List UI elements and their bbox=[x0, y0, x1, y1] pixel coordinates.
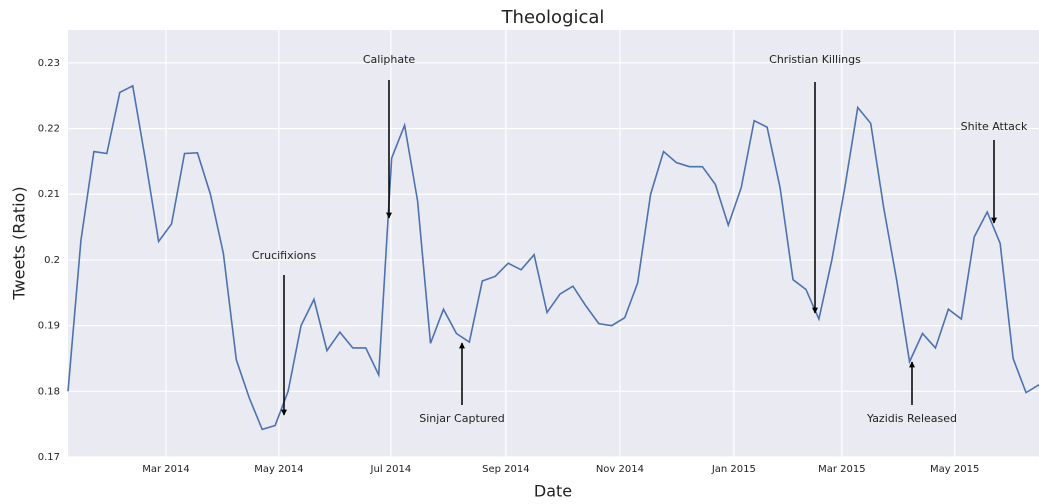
x-tick-label: May 2014 bbox=[254, 464, 303, 475]
y-tick-label: 0.22 bbox=[38, 124, 60, 135]
x-tick-label: Jul 2014 bbox=[370, 464, 412, 475]
x-tick-label: Jan 2015 bbox=[711, 464, 756, 475]
annotation: Yazidis Released bbox=[866, 412, 957, 425]
y-tick-label: 0.2 bbox=[44, 255, 60, 266]
y-tick-label: 0.21 bbox=[38, 189, 60, 200]
x-tick-label: Mar 2014 bbox=[142, 464, 190, 475]
data-line bbox=[67, 84, 1039, 431]
annotation: Sinjar Captured bbox=[419, 412, 505, 425]
annotation: Shite Attack bbox=[961, 120, 1028, 133]
annotation: Crucifixions bbox=[252, 249, 316, 262]
x-tick-label: May 2015 bbox=[930, 464, 979, 475]
x-tick-label: Mar 2015 bbox=[818, 464, 866, 475]
y-tick-label: 0.18 bbox=[38, 386, 60, 397]
y-tick-label: 0.23 bbox=[38, 58, 60, 69]
y-axis-label: Tweets (Ratio) bbox=[10, 186, 29, 300]
annotation: Christian Killings bbox=[769, 53, 861, 66]
x-tick-label: Nov 2014 bbox=[596, 464, 644, 475]
y-tick-label: 0.17 bbox=[38, 452, 60, 463]
chart-title: Theological bbox=[501, 7, 605, 28]
y-tick-label: 0.19 bbox=[38, 321, 60, 332]
plot-area bbox=[68, 30, 1039, 457]
x-tick-label: Sep 2014 bbox=[482, 464, 529, 475]
x-axis-label: Date bbox=[534, 482, 572, 501]
annotation: Caliphate bbox=[363, 53, 416, 66]
